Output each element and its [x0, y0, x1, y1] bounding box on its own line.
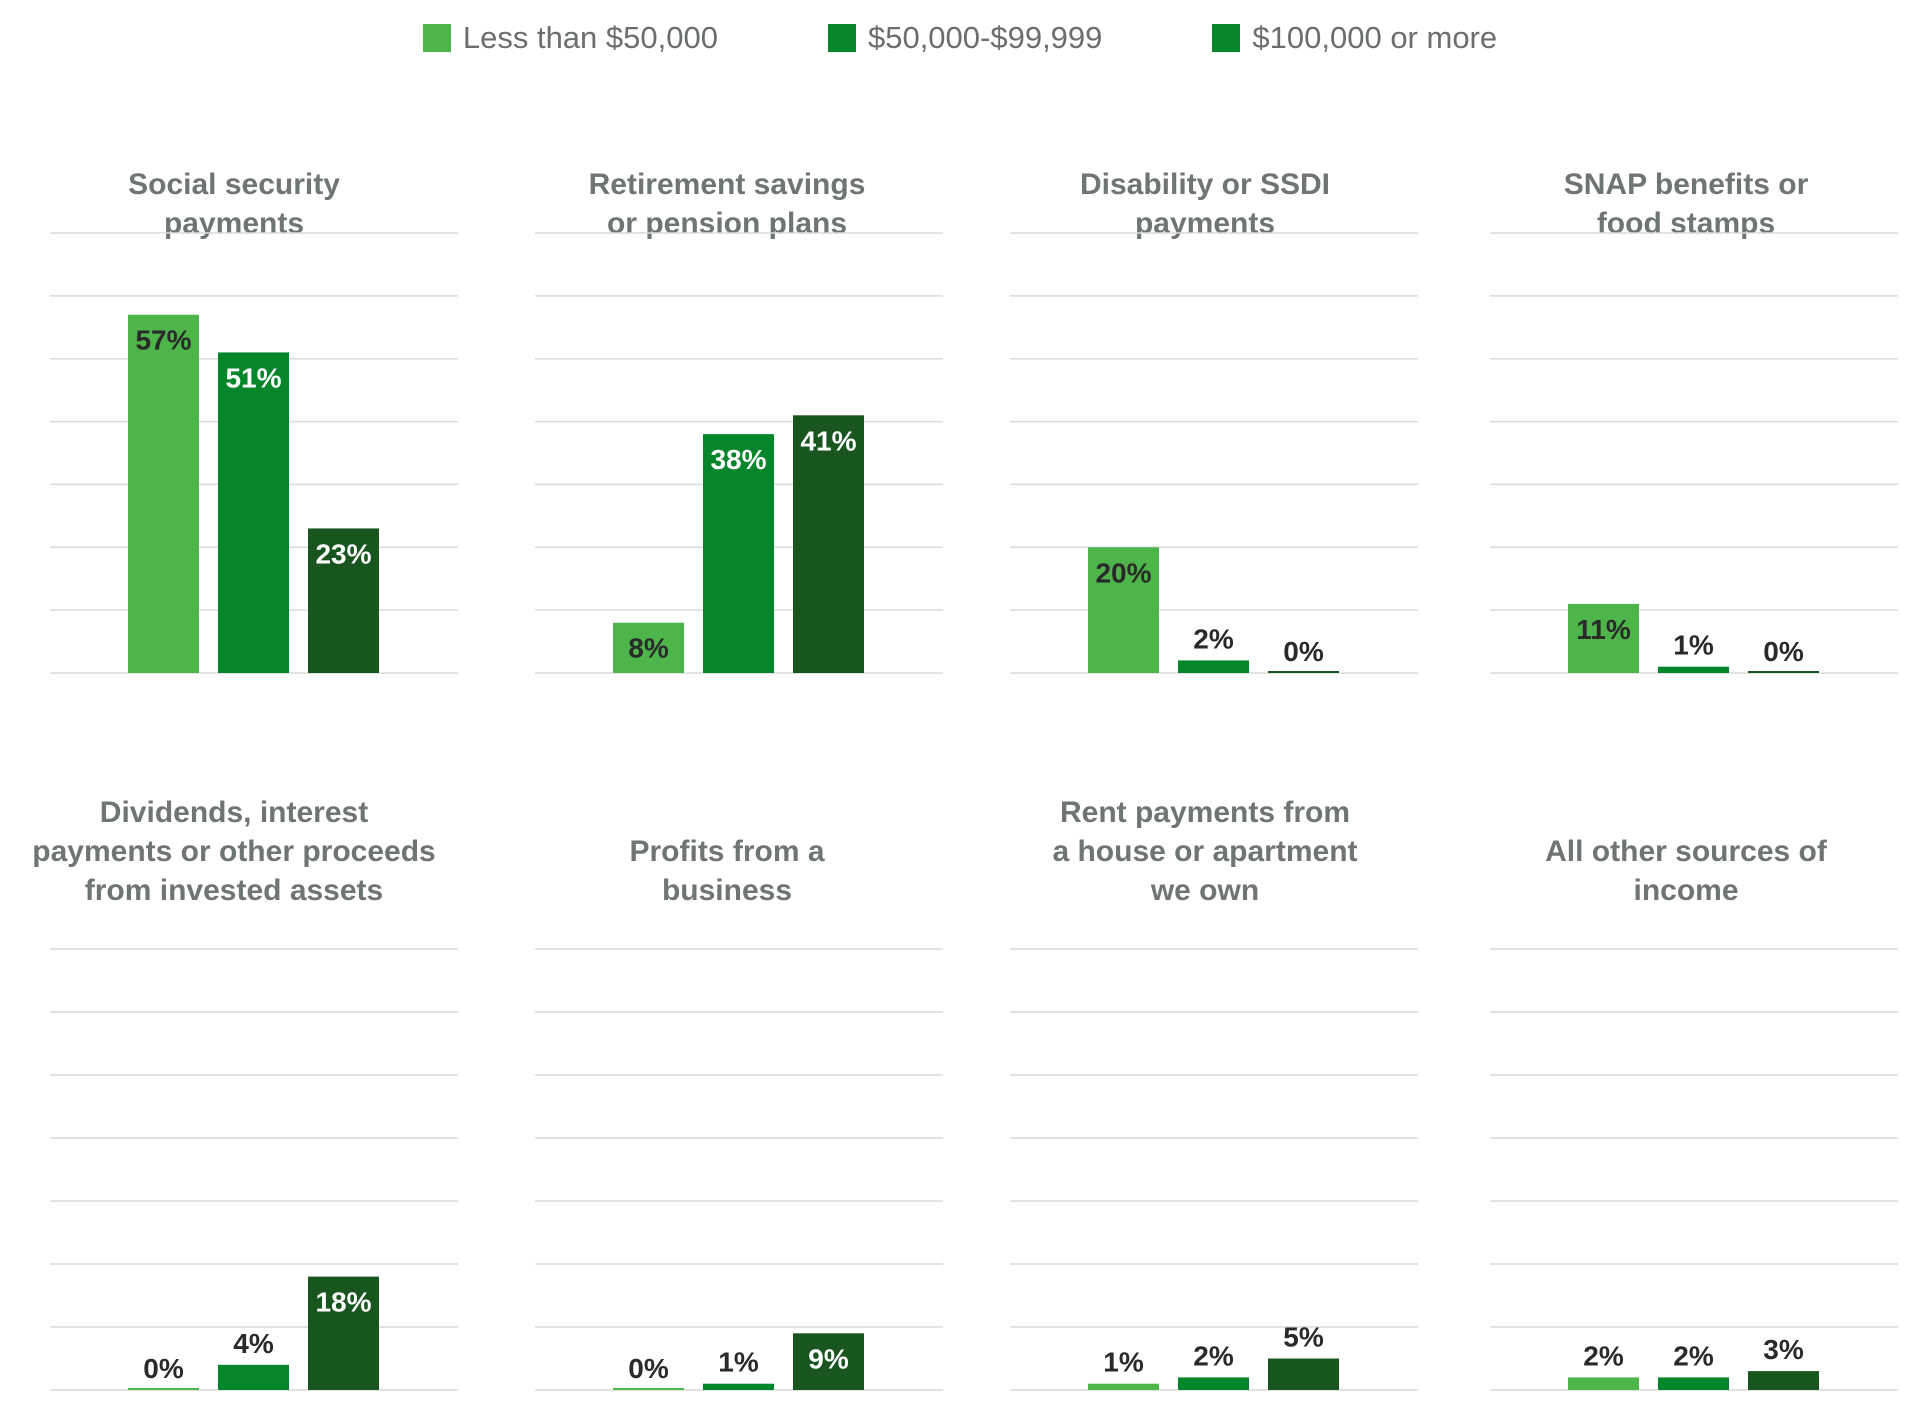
bar--100-000-or-more	[1748, 1371, 1819, 1390]
bar--100-000-or-more	[793, 415, 864, 673]
bar--50-000-99-999	[703, 1383, 774, 1390]
bar--50-000-99-999	[703, 434, 774, 673]
bar-less-than-50-000	[128, 314, 199, 673]
bar-value-label: 4%	[233, 1328, 274, 1359]
bar-value-label: 3%	[1763, 1334, 1804, 1365]
panel-title-line: Retirement savings	[589, 168, 866, 201]
panel-title-line: SNAP benefits or	[1564, 168, 1809, 201]
bar-value-label: 0%	[1763, 636, 1804, 667]
bar-value-label: 1%	[1103, 1347, 1144, 1378]
chart-panel-7: Rent payments from a house or apartment we…	[1010, 796, 1418, 1391]
bar-value-label: 18%	[315, 1287, 371, 1318]
bar-value-label: 0%	[143, 1353, 184, 1384]
bar-value-label: 1%	[1673, 630, 1714, 661]
bar--100-000-or-more	[1748, 671, 1819, 673]
chart-panel-4: SNAP benefits or food stamps 11% 1% 0%	[1490, 168, 1898, 674]
bar--100-000-or-more	[1268, 1358, 1339, 1390]
panel-title-line: payments	[1135, 207, 1275, 240]
panel-title-line: business	[662, 874, 792, 907]
legend-item-100000-or-more: $100,000 or more	[1212, 18, 1497, 58]
bar-value-label: 2%	[1673, 1340, 1714, 1371]
bar-less-than-50-000	[1568, 603, 1639, 673]
bar-less-than-50-000	[613, 1388, 684, 1390]
bar-less-than-50-000	[1568, 1377, 1639, 1390]
chart-panel-2: Retirement savings or pension plans 8% 38% 4…	[535, 168, 943, 674]
panel-title-line: All other sources of	[1545, 835, 1828, 868]
bar--50-000-99-999	[1658, 666, 1729, 673]
bar--50-000-99-999	[218, 352, 289, 673]
bar--100-000-or-more	[1268, 671, 1339, 673]
panel-title-line: Rent payments from	[1060, 796, 1350, 829]
panel-title-line: a house or apartment	[1052, 835, 1357, 868]
bar-value-label: 11%	[1576, 614, 1631, 645]
panel-title-line: payments	[164, 207, 304, 240]
bar-value-label: 1%	[718, 1347, 759, 1378]
panel-title-line: Profits from a	[629, 835, 824, 868]
bar-value-label: 5%	[1283, 1322, 1324, 1353]
panel-title-line: income	[1633, 874, 1738, 907]
legend-swatch-100000-or-more	[1212, 24, 1241, 52]
legend-label-less-than-50000: Less than $50,000	[462, 20, 718, 55]
bar-value-label: 57%	[135, 325, 191, 356]
bar-less-than-50-000	[1088, 1383, 1159, 1390]
panel-title-line: payments or other proceeds	[32, 835, 435, 868]
chart-panel-1: Social security payments 57% 51% 23%	[50, 168, 458, 674]
bar-value-label: 2%	[1193, 1340, 1234, 1371]
bar-value-label: 8%	[628, 633, 669, 664]
panel-title-line: or pension plans	[607, 207, 847, 240]
legend-item-less-than-50000: Less than $50,000	[422, 18, 718, 58]
chart-panel-3: Disability or SSDI payments 20% 2% 0%	[1010, 168, 1418, 674]
panel-title-line: Dividends, interest	[100, 796, 368, 829]
bar--100-000-or-more	[793, 1333, 864, 1390]
chart-panel-5: Dividends, interest payments or other pro…	[32, 796, 458, 1391]
bar--100-000-or-more	[308, 528, 379, 673]
bar-value-label: 9%	[808, 1343, 849, 1374]
bar--50-000-99-999	[1178, 1377, 1249, 1390]
bar-value-label: 41%	[800, 425, 856, 456]
legend-label-50000-99999: $50,000-$99,999	[867, 20, 1103, 55]
panel-title-line: we own	[1150, 874, 1259, 907]
panel-title-line: Social security	[128, 168, 340, 201]
panel-title-line: food stamps	[1597, 207, 1775, 240]
bar-value-label: 51%	[225, 362, 281, 393]
legend-label-100000-or-more: $100,000 or more	[1252, 20, 1498, 55]
bar-less-than-50-000	[613, 622, 684, 673]
bar-less-than-50-000	[128, 1388, 199, 1390]
bar-value-label: 20%	[1095, 557, 1151, 588]
chart-panel-8: All other sources of income 2% 2% 3%	[1490, 835, 1898, 1391]
bar-value-label: 2%	[1193, 623, 1234, 654]
panel-title-line: Disability or SSDI	[1080, 168, 1330, 201]
bar-value-label: 0%	[1283, 636, 1324, 667]
bar-value-label: 2%	[1583, 1340, 1624, 1371]
bar-value-label: 23%	[315, 538, 371, 569]
bar-less-than-50-000	[1088, 547, 1159, 673]
legend-item-50000-99999: $50,000-$99,999	[827, 18, 1103, 58]
bar--50-000-99-999	[1178, 660, 1249, 673]
bar-value-label: 0%	[628, 1353, 669, 1384]
chart-panel-6: Profits from a business 0% 1% 9%	[535, 835, 943, 1391]
bar-value-label: 38%	[710, 444, 766, 475]
legend-swatch-less-than-50000	[422, 24, 451, 52]
panel-title-line: from invested assets	[85, 874, 383, 907]
bar--50-000-99-999	[1658, 1377, 1729, 1390]
chart-legend: Less than $50,000 $50,000-$99,999 $100,0…	[0, 18, 1920, 58]
bar--50-000-99-999	[218, 1364, 289, 1390]
legend-swatch-50000-99999	[827, 24, 856, 52]
bar--100-000-or-more	[308, 1276, 379, 1390]
